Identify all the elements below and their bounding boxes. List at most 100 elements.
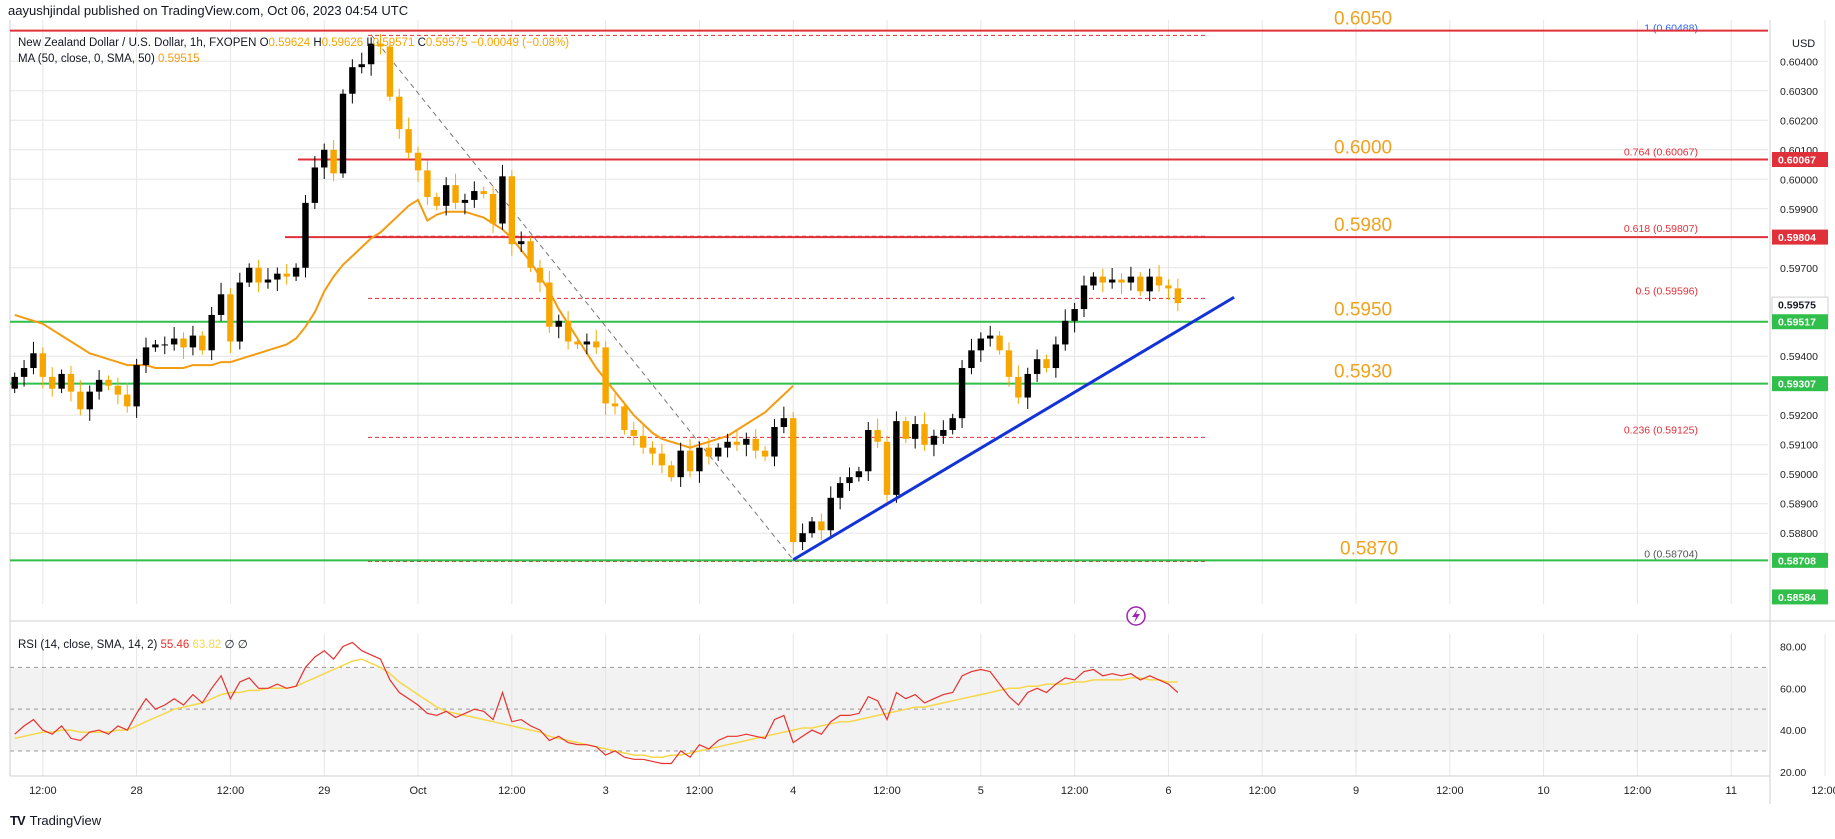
candle-body [583,341,591,345]
x-tick-label: 12:00 [217,785,245,797]
candle-body [639,435,647,448]
candle-body [658,453,666,466]
y-tick-label: 0.60300 [1780,86,1818,98]
candle-body [508,176,516,245]
candle-body [921,424,928,445]
candle-body [761,450,769,457]
candle-body [367,43,375,65]
y-tick-label: 0.59900 [1780,204,1818,216]
fib-label: 0.618 (0.59807) [1624,223,1698,235]
candle-body [377,43,384,47]
candle-body [686,450,694,472]
candle-body [170,338,178,345]
candle-body [743,438,750,445]
candle-body [245,267,253,283]
candle-body [724,441,731,448]
rsi-legend: RSI (14, close, SMA, 14, 2) 55.46 63.82 … [18,639,248,651]
candle-body [752,438,759,451]
candle-body [124,394,131,407]
candle-body [808,521,816,534]
candle-body [836,483,844,498]
candle-body [349,67,356,94]
candle-body [58,373,65,389]
x-tick-label: 10 [1538,785,1550,797]
x-tick-label: 12:00 [1811,785,1835,797]
price-badge-text: 0.60067 [1778,155,1816,167]
candle-body [11,376,18,389]
candle-body [30,353,37,369]
candle-body [780,418,788,428]
candle-body [20,368,28,377]
candle-body [489,194,497,224]
candle-body [1165,285,1172,289]
candle-body [911,424,919,439]
x-tick-label: 5 [978,785,984,797]
x-tick-label: 4 [790,785,796,797]
candle-body [442,185,450,206]
price-badge-text: 0.59575 [1778,300,1816,312]
candle-body [105,379,112,386]
candle-body [424,170,431,197]
candle-body [133,365,140,407]
candle-body [208,314,215,351]
candle-body [1071,309,1078,321]
ma50-line [14,198,794,449]
rsi-tick-label: 80.00 [1780,642,1806,654]
y-tick-label: 0.60200 [1780,115,1818,127]
candle-body [330,149,337,174]
candle-body [461,199,469,203]
fib-label: 0 (0.58704) [1644,549,1698,561]
candle-body [499,176,506,224]
candle-body [621,406,628,430]
candle-body [930,435,938,445]
candle-body [339,93,347,174]
resistance-0.5980-label: 0.5980 [1334,215,1392,236]
x-tick-label: 9 [1353,785,1359,797]
candle-body [714,447,722,457]
candle-body [1080,285,1088,310]
candle-body [283,273,290,277]
rsi-line [14,641,1179,765]
candle-body [1005,350,1013,377]
candle-body [799,533,806,543]
candle-body [1090,276,1097,286]
fib-label: 1 (0.60488) [1644,22,1698,34]
tradingview-logo-icon: TV [10,813,26,828]
candle-body [518,241,525,245]
candle-body [1062,320,1069,345]
candle-body [593,341,600,348]
candle-body [865,429,872,472]
lightning-bolt [1132,609,1140,623]
candle-body [546,282,553,327]
candle-body [67,373,75,392]
x-tick-label: 12:00 [1248,785,1276,797]
x-tick-label: 6 [1165,785,1171,797]
candle-body [321,149,328,168]
rsi-tick-label: 60.00 [1780,683,1806,695]
x-tick-label: 12:00 [873,785,901,797]
x-tick-label: Oct [409,785,426,797]
x-tick-label: 28 [131,785,143,797]
candle-body [199,335,206,351]
candle-body [1146,276,1153,292]
price-badge-text: 0.59804 [1778,232,1816,244]
candle-body [893,421,900,495]
instrument-legend: New Zealand Dollar / U.S. Dollar, 1h, FX… [18,37,569,49]
candles [11,33,1182,554]
candle-body [902,421,909,439]
candle-body [414,152,422,171]
support-0.5950-label: 0.5950 [1334,300,1392,321]
price-badge-support [1772,376,1828,392]
candle-body [536,267,544,283]
candle-body [274,273,281,280]
candle-body [39,353,47,377]
candle-body [874,429,881,442]
tradingview-brand[interactable]: TV TradingView [10,813,101,828]
price-badge-resistance [1772,229,1828,245]
candle-body [386,46,394,97]
candle-body [949,418,956,430]
candle-body [433,196,440,206]
x-tick-label: 12:00 [1061,785,1089,797]
candle-body [649,447,656,454]
